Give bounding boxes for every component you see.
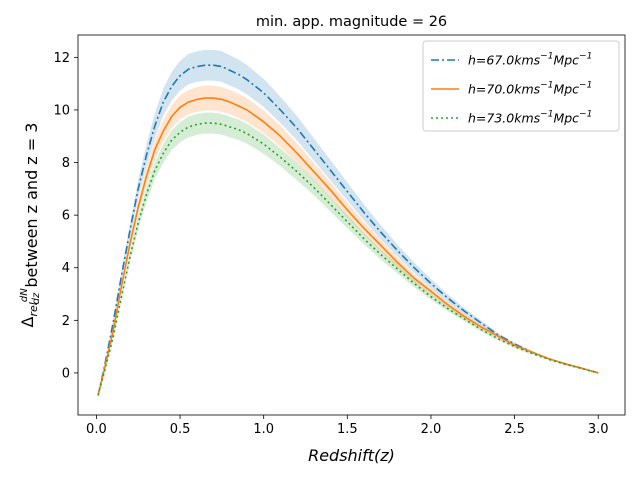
- y-tick-label: 10: [53, 103, 70, 118]
- x-axis-label: Redshift(z): [308, 446, 395, 465]
- x-tick-label: 2.5: [504, 422, 525, 437]
- x-tick-label: 0.0: [86, 422, 107, 437]
- y-tick-label: 12: [53, 51, 70, 66]
- line-series-1: [97, 64, 599, 396]
- y-axis-label: ΔreldNdz between z and z = 3: [18, 123, 42, 328]
- legend-label-2: h=70.0kms−1Mpc−1: [468, 81, 592, 97]
- line-series-2: [97, 97, 599, 396]
- legend: h=67.0kms−1Mpc−1 h=70.0kms−1Mpc−1 h=73.0km…: [422, 40, 620, 132]
- y-tick-label: 6: [62, 209, 70, 224]
- ylabel-numerator: dN: [19, 288, 30, 302]
- y-tick-label: 8: [62, 156, 70, 171]
- plot-frame: [77, 34, 626, 416]
- y-tick-label: 4: [62, 261, 70, 276]
- x-tick-label: 3.0: [588, 422, 609, 437]
- ylabel-denominator: dz: [31, 292, 42, 304]
- y-tick-label: 0: [62, 366, 70, 381]
- y-axis-ticks: 0 2 4 6 8 10 12: [53, 51, 78, 381]
- ylabel-delta: Δ: [18, 316, 37, 327]
- x-tick-label: 1.0: [253, 422, 274, 437]
- x-tick-label: 1.5: [337, 422, 358, 437]
- chart-title: min. app. magnitude = 26: [256, 14, 447, 30]
- x-tick-label: 2.0: [421, 422, 442, 437]
- x-tick-label: 0.5: [170, 422, 191, 437]
- series-lines: [97, 64, 599, 396]
- y-axis-label-text: ΔreldNdz between z and z = 3: [18, 123, 42, 328]
- legend-label-1: h=67.0kms−1Mpc−1: [468, 52, 592, 68]
- legend-label-3: h=73.0kms−1Mpc−1: [468, 110, 592, 126]
- y-tick-label: 2: [62, 314, 70, 329]
- ylabel-subscript: rel: [27, 302, 40, 316]
- legend-box: [422, 40, 620, 132]
- ylabel-rest: between z and z = 3: [22, 123, 41, 293]
- x-axis-ticks: 0.0 0.5 1.0 1.5 2.0 2.5 3.0: [86, 415, 609, 437]
